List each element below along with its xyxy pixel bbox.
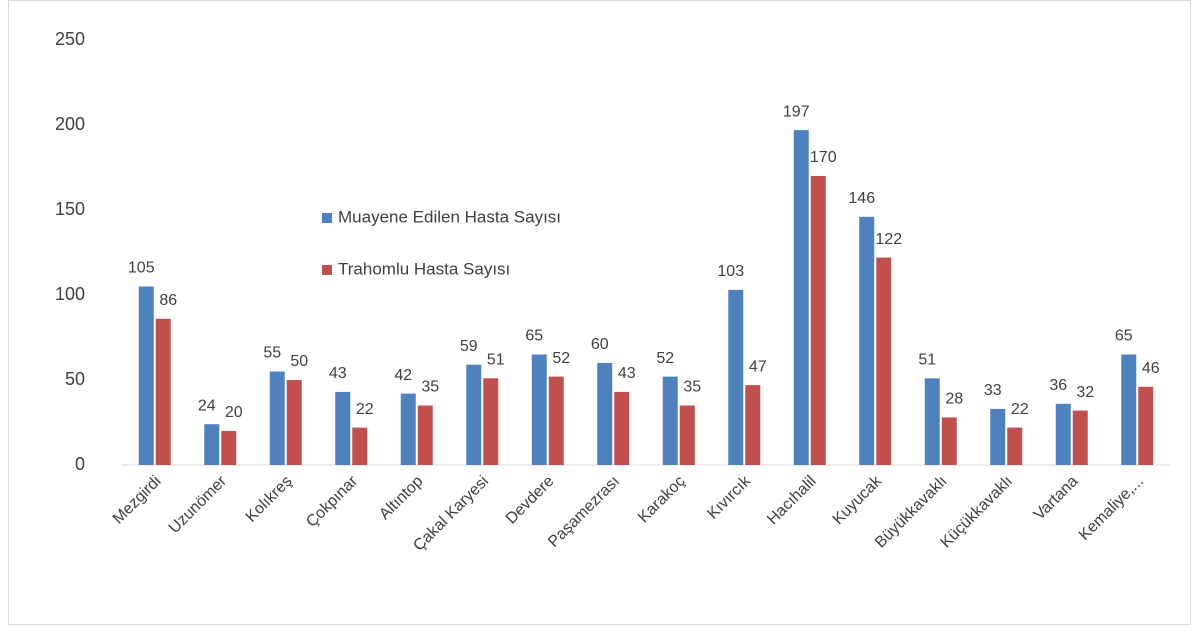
bar	[614, 391, 630, 465]
y-tick-label: 50	[65, 369, 85, 389]
x-tick-label: Çokpınar	[303, 472, 361, 530]
bar	[990, 408, 1006, 465]
x-tick-label: Vartana	[1031, 473, 1082, 524]
bar	[352, 427, 368, 465]
bar	[1138, 386, 1154, 465]
legend-swatch	[322, 213, 332, 223]
data-label: 28	[945, 391, 963, 408]
bar	[793, 130, 809, 465]
bar	[728, 289, 744, 465]
data-label: 122	[875, 231, 902, 248]
x-tick-label: Devdere	[503, 473, 558, 528]
bar	[548, 376, 564, 465]
data-label: 43	[329, 365, 347, 382]
x-tick-label: Karakoç	[635, 473, 689, 527]
y-tick-label: 150	[55, 199, 85, 219]
x-tick-label: Altıntop	[376, 473, 426, 523]
y-tick-label: 250	[55, 29, 85, 49]
data-label: 51	[487, 352, 505, 369]
bar	[941, 417, 957, 465]
bar	[138, 286, 154, 465]
data-label: 103	[717, 263, 744, 280]
bar	[859, 216, 875, 465]
bar	[597, 363, 613, 465]
y-tick-label: 100	[55, 284, 85, 304]
legend-swatch	[322, 265, 332, 275]
legend-label: Trahomlu Hasta Sayısı	[338, 259, 510, 278]
data-label: 65	[525, 328, 543, 345]
data-label: 36	[1049, 377, 1067, 394]
y-tick-label: 200	[55, 114, 85, 134]
bar	[876, 257, 892, 465]
data-label: 146	[848, 190, 875, 207]
data-label: 24	[198, 397, 216, 414]
bar	[531, 354, 547, 465]
data-label: 65	[1115, 328, 1133, 345]
legend-label: Muayene Edilen Hasta Sayısı	[338, 207, 561, 226]
data-label: 51	[918, 352, 936, 369]
bar	[679, 405, 695, 465]
bar	[155, 318, 171, 465]
bar	[745, 385, 761, 465]
data-label: 46	[1142, 360, 1160, 377]
bar	[204, 424, 220, 465]
bar	[1072, 410, 1088, 465]
data-label: 52	[656, 350, 674, 367]
data-label: 33	[984, 382, 1002, 399]
bar	[483, 378, 499, 465]
data-label: 105	[128, 260, 155, 277]
bar	[1121, 354, 1137, 465]
data-label: 60	[591, 336, 609, 353]
chart-border	[8, 0, 1191, 625]
bar	[466, 364, 482, 465]
data-label: 47	[749, 358, 767, 375]
x-tick-label: Kuyucak	[830, 472, 886, 528]
bar	[400, 393, 416, 465]
x-tick-label: Kolıkreş	[243, 473, 296, 526]
bar	[1055, 403, 1071, 465]
data-label: 55	[263, 345, 281, 362]
bar	[286, 380, 302, 465]
bar	[662, 376, 678, 465]
data-label: 42	[394, 367, 412, 384]
data-label: 35	[421, 379, 439, 396]
x-tick-label: Uzunömer	[166, 472, 231, 537]
data-label: 43	[618, 365, 636, 382]
data-label: 170	[810, 149, 837, 166]
y-tick-label: 0	[75, 454, 85, 474]
data-label: 22	[356, 401, 374, 418]
bar	[810, 176, 826, 465]
x-tick-label: Kıvırcık	[704, 472, 754, 522]
bar	[417, 405, 433, 465]
data-label: 20	[225, 404, 243, 421]
x-tick-label: Kemaliye,...	[1076, 473, 1147, 544]
data-label: 59	[460, 338, 478, 355]
data-label: 52	[552, 350, 570, 367]
data-label: 86	[159, 292, 177, 309]
x-tick-label: Hacıhalil	[764, 473, 819, 528]
data-label: 50	[290, 353, 308, 370]
bar	[335, 391, 351, 465]
bar	[1007, 427, 1023, 465]
data-label: 197	[783, 103, 810, 120]
data-label: 35	[683, 379, 701, 396]
bar	[269, 371, 285, 465]
bar	[924, 378, 940, 465]
bar	[221, 431, 237, 465]
x-tick-label: Mezgirdi	[110, 473, 165, 528]
data-label: 22	[1011, 401, 1029, 418]
data-label: 32	[1076, 384, 1094, 401]
